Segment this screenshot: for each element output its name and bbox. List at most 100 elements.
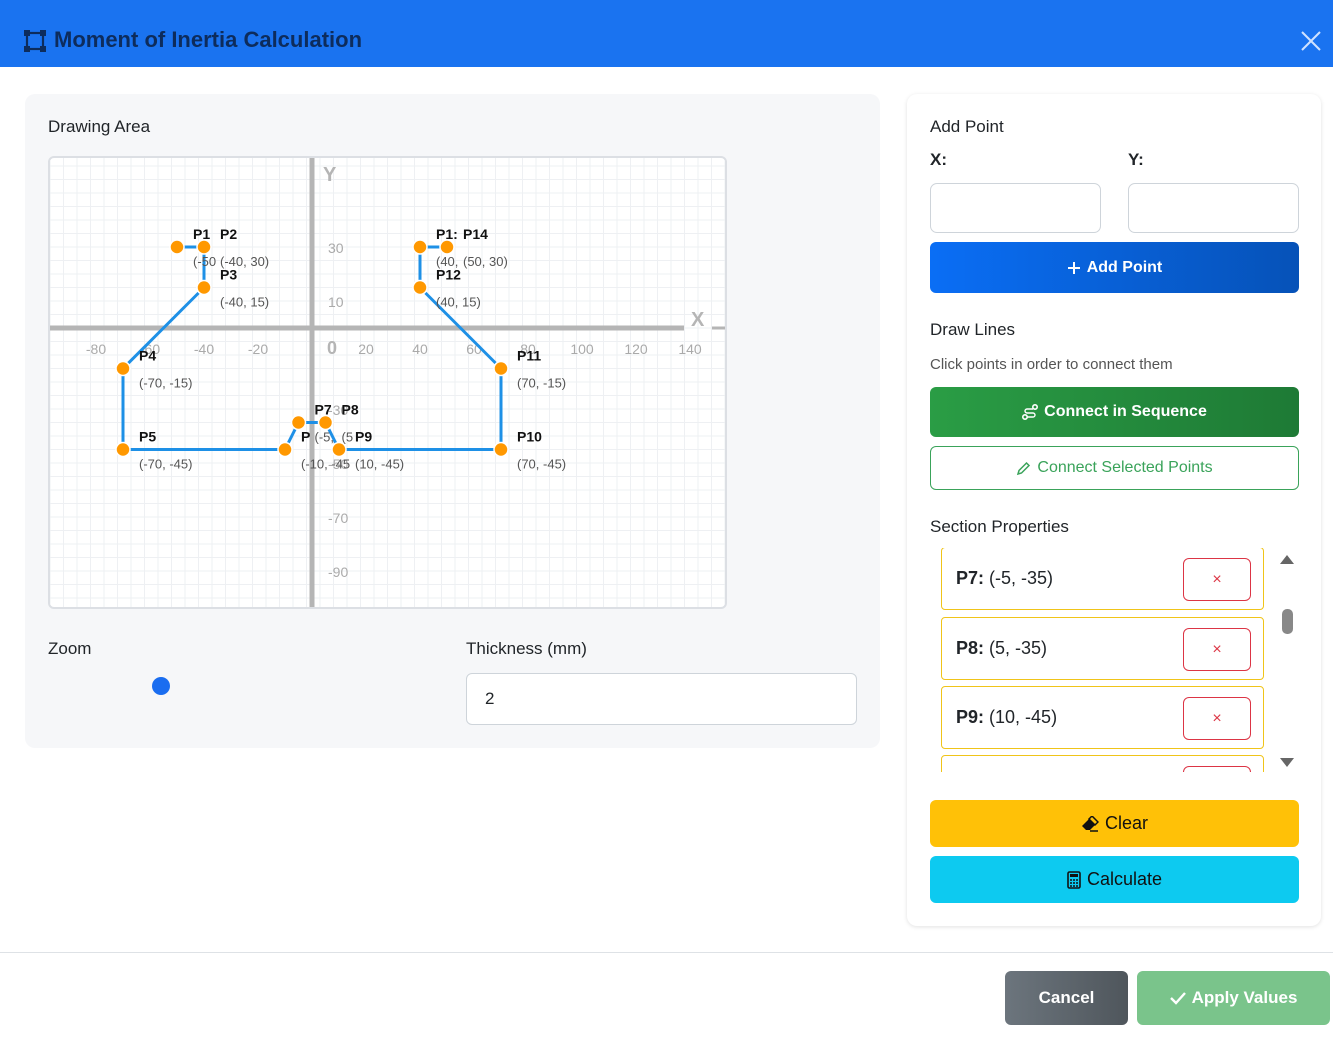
footer-divider <box>0 952 1333 953</box>
point-coord-label: (-5, <box>315 430 335 445</box>
x-tick-label: 80 <box>520 341 536 357</box>
apply-values-button[interactable]: Apply Values <box>1137 971 1330 1025</box>
point-coord: (10, -45) <box>989 707 1058 727</box>
point-coord: (5, -35) <box>989 638 1048 658</box>
clear-button[interactable]: Clear <box>930 800 1299 847</box>
connect-selected-button[interactable]: Connect Selected Points <box>930 446 1299 490</box>
x-axis-label: X <box>691 309 705 331</box>
connect-sequence-button[interactable]: Connect in Sequence <box>930 387 1299 437</box>
point-name-label: P2 <box>220 226 237 242</box>
connect-selected-label: Connect Selected Points <box>1037 459 1213 476</box>
scroll-down-arrow[interactable] <box>1280 758 1294 767</box>
section-line <box>418 286 503 370</box>
x-tick-label: -20 <box>248 341 268 357</box>
point-coord-label: (-40, 30) <box>220 254 269 269</box>
close-icon[interactable] <box>1298 28 1324 54</box>
point-marker <box>169 239 185 255</box>
points-list[interactable]: P7: (-5, -35) × P8: (5, -35) × P9: (10, … <box>930 548 1300 772</box>
delete-point-button[interactable]: × <box>1183 628 1251 671</box>
section-line <box>121 286 206 370</box>
y-tick-label: -30 <box>328 402 348 418</box>
point-marker <box>115 441 131 458</box>
check-icon <box>1169 992 1186 1005</box>
point-marker <box>290 414 307 431</box>
point-name-label: P11 <box>517 348 541 364</box>
zoom-slider-handle[interactable] <box>152 677 170 695</box>
point-name-label: P10 <box>517 429 542 445</box>
calculate-label: Calculate <box>1086 869 1163 889</box>
y-tick-label: 10 <box>328 294 344 310</box>
point-marker <box>412 239 428 255</box>
point-coord-label: (-70, -45) <box>139 457 192 472</box>
clear-label: Clear <box>1104 813 1148 833</box>
point-label: P8: (5, -35) <box>956 638 1047 659</box>
point-name-label: P4 <box>139 348 156 364</box>
point-marker <box>277 441 293 458</box>
point-name: P9: <box>956 707 985 727</box>
canvas-svg[interactable]: XY0-80 -60 -40 -20 20 40 60 80 100 120 1403010-30-… <box>50 158 725 607</box>
thickness-input[interactable]: 2 <box>466 673 857 725</box>
point-coord-label: (-70, -15) <box>139 376 192 391</box>
draw-lines-hint: Click points in order to connect them <box>930 356 1173 373</box>
y-input[interactable] <box>1128 183 1299 233</box>
scrollbar-thumb[interactable] <box>1282 609 1293 634</box>
cancel-button[interactable]: Cancel <box>1005 971 1128 1025</box>
scroll-up-arrow[interactable] <box>1280 555 1294 564</box>
section-properties-title: Section Properties <box>930 517 1069 536</box>
vector-square-icon <box>24 30 46 52</box>
point-marker <box>331 441 347 458</box>
plus-icon <box>1067 261 1080 274</box>
x-input[interactable] <box>930 183 1101 233</box>
point-name-label: P9 <box>355 429 372 445</box>
point-coord: (-5, -35) <box>989 568 1054 588</box>
point-coord-label: (-10, -45 <box>301 457 350 472</box>
point-name: P7: <box>956 568 985 588</box>
point-coord-label: (50, 30) <box>463 254 508 269</box>
origin-label: 0 <box>327 338 337 358</box>
y-label: Y: <box>1128 150 1144 169</box>
point-name-label: P14 <box>463 226 488 242</box>
point-marker <box>493 441 509 458</box>
add-point-label: Add Point <box>1086 258 1163 276</box>
drawing-area-label: Drawing Area <box>48 117 151 136</box>
point-label: P7: (-5, -35) <box>956 568 1053 589</box>
point-name-label: P <box>301 429 310 445</box>
x-tick-label: 40 <box>412 341 428 357</box>
point-marker <box>317 414 334 431</box>
delete-point-button[interactable]: × <box>1183 697 1251 740</box>
point-coord-label: (5 <box>342 430 354 445</box>
point-name-label: P1 <box>193 226 210 242</box>
point-marker <box>412 279 428 296</box>
point-coord-label: (40, <box>436 254 458 269</box>
calculate-button[interactable]: Calculate <box>930 856 1299 903</box>
modal-title: Moment of Inertia Calculation <box>54 27 363 52</box>
point-name-label: P3 <box>220 267 237 283</box>
add-point-button[interactable]: Add Point <box>930 242 1299 293</box>
point-coord-label: (70, -15) <box>517 376 566 391</box>
x-tick-label: 120 <box>624 341 648 357</box>
x-label: X: <box>930 150 947 169</box>
apply-values-label: Apply Values <box>1191 988 1298 1007</box>
point-marker <box>196 239 212 255</box>
x-tick-label: 20 <box>358 341 374 357</box>
route-icon <box>1022 404 1039 420</box>
point-coord-label: (10, -45) <box>355 457 404 472</box>
connect-sequence-label: Connect in Sequence <box>1044 403 1207 420</box>
point-coord-label: (70, -45) <box>517 457 566 472</box>
add-point-title: Add Point <box>930 117 1004 136</box>
list-item: P8: (5, -35) × <box>941 617 1264 680</box>
y-tick-label: 30 <box>328 240 344 256</box>
point-marker <box>439 239 455 255</box>
modal-header: Moment of Inertia Calculation <box>0 0 1333 67</box>
point-name-label: P8 <box>342 402 359 418</box>
list-item <box>941 755 1264 772</box>
drawing-canvas[interactable]: X Y 0 -80 -60 -40 -20 20 40 60 80 100 120 140 30 10 -30-… <box>48 156 727 609</box>
zoom-label: Zoom <box>48 639 92 658</box>
point-coord-label: (-50 <box>193 254 216 269</box>
point-label: P9: (10, -45) <box>956 707 1057 728</box>
x-tick-label: -40 <box>194 341 214 357</box>
delete-point-button[interactable]: × <box>1183 558 1251 601</box>
point-name-label: P5 <box>139 429 156 445</box>
delete-point-button[interactable] <box>1183 766 1251 772</box>
point-coord-label: (-40, 15) <box>220 295 269 310</box>
